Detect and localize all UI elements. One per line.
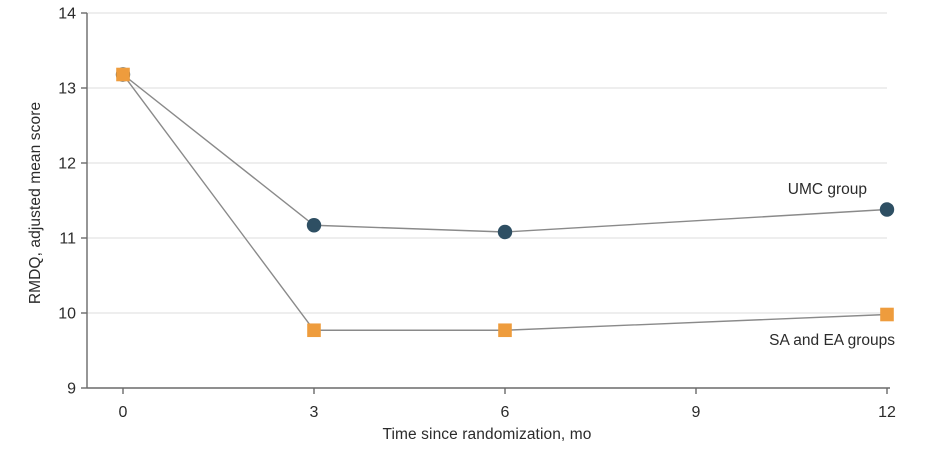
y-tick-label: 14 bbox=[58, 6, 76, 23]
series-line-umc-group bbox=[122, 73, 888, 233]
y-tick-label: 13 bbox=[58, 81, 76, 98]
y-tick-label: 11 bbox=[59, 231, 76, 248]
x-tick-label: 6 bbox=[501, 404, 510, 421]
y-axis-title: RMDQ, adjusted mean score bbox=[27, 101, 44, 305]
x-tick-label: 12 bbox=[878, 404, 896, 421]
data-point-sa-and-ea-groups bbox=[307, 323, 321, 338]
data-point-sa-and-ea-groups bbox=[116, 67, 130, 82]
data-point-sa-and-ea-groups bbox=[498, 323, 512, 338]
data-point-umc-group bbox=[306, 218, 322, 233]
data-point-umc-group bbox=[879, 202, 895, 217]
x-tick-label: 0 bbox=[119, 404, 128, 421]
series-line-sa-and-ea-groups bbox=[122, 74, 888, 331]
x-tick-label: 9 bbox=[692, 404, 701, 421]
data-point-sa-and-ea-groups bbox=[880, 307, 894, 322]
y-tick-label: 12 bbox=[58, 156, 76, 173]
x-axis-title: Time since randomization, mo bbox=[382, 426, 592, 443]
x-tick-label: 3 bbox=[310, 404, 319, 421]
y-tick-label: 9 bbox=[67, 381, 76, 398]
data-point-umc-group bbox=[497, 224, 513, 240]
series-label-sa-and-ea-groups: SA and EA groups bbox=[769, 332, 895, 349]
series-label-umc-group: UMC group bbox=[787, 181, 867, 198]
y-tick-label: 10 bbox=[58, 306, 76, 323]
